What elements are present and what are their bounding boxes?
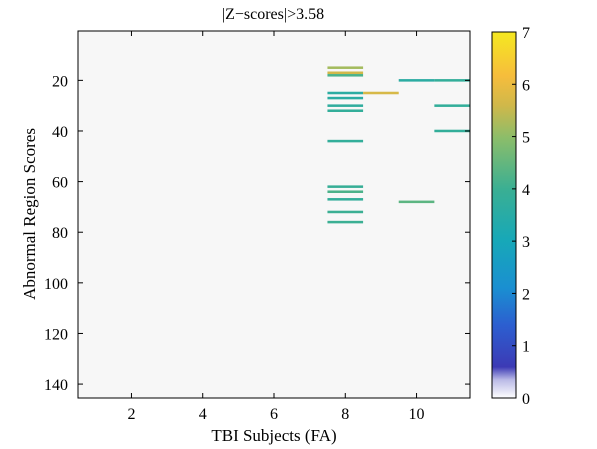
colorbar-tick-label: 2 [522, 286, 530, 303]
heatmap-cell [327, 96, 364, 100]
heatmap-cells [327, 66, 470, 224]
heatmap-cell [327, 71, 364, 75]
colorbar-tick-label: 7 [522, 25, 530, 42]
heatmap-cell [398, 200, 435, 204]
x-tick-label: 10 [409, 406, 425, 423]
x-tick-label: 8 [341, 406, 349, 423]
y-tick-label: 80 [52, 225, 68, 242]
y-tick-label: 120 [44, 326, 68, 343]
heatmap-cell [327, 185, 364, 188]
y-tick-label: 60 [52, 175, 68, 192]
heatmap-cell [327, 74, 364, 77]
colorbar-tick-label: 1 [522, 339, 530, 356]
x-tick-label: 4 [199, 406, 207, 423]
x-axis-label: TBI Subjects (FA) [211, 426, 336, 445]
y-tick-label: 100 [44, 276, 68, 293]
heatmap-cell [327, 190, 364, 193]
heatmap-cell [363, 91, 399, 95]
y-axis-ticks: 20 40 60 80 100 120 140 [44, 73, 470, 394]
x-tick-label: 6 [270, 406, 278, 423]
chart-title: |Z−scores|>3.58 [222, 6, 324, 23]
heatmap-cell [434, 129, 470, 133]
heatmap-cell [327, 220, 364, 224]
x-tick-label: 2 [127, 406, 135, 423]
plot-area [78, 31, 470, 398]
colorbar-tick-label: 6 [522, 77, 530, 94]
heatmap-cell [434, 104, 470, 107]
x-axis-ticks: 2 4 6 8 10 [127, 31, 425, 423]
colorbar-tick-label: 4 [522, 182, 530, 199]
heatmap-cell [327, 91, 364, 95]
colorbar-tick-label: 5 [522, 130, 530, 147]
heatmap-cell [327, 109, 364, 112]
heatmap-cell [327, 198, 364, 201]
heatmap-cell [327, 210, 364, 214]
heatmap-cell [327, 66, 364, 69]
plot-frame [77, 30, 471, 399]
heatmap-cell [398, 79, 435, 82]
colorbar [491, 31, 517, 399]
heatmap-cell [327, 139, 364, 143]
y-tick-label: 40 [52, 124, 68, 141]
y-tick-label: 140 [44, 377, 68, 394]
y-tick-label: 20 [52, 73, 68, 90]
heatmap-cell [327, 104, 364, 107]
colorbar-ticks: 0 1 2 3 4 5 6 7 [512, 25, 530, 408]
colorbar-tick-label: 0 [522, 391, 530, 408]
colorbar-tick-label: 3 [522, 234, 530, 251]
y-axis-label: Abnormal Region Scores [20, 128, 39, 300]
heatmap-cell [434, 79, 470, 82]
